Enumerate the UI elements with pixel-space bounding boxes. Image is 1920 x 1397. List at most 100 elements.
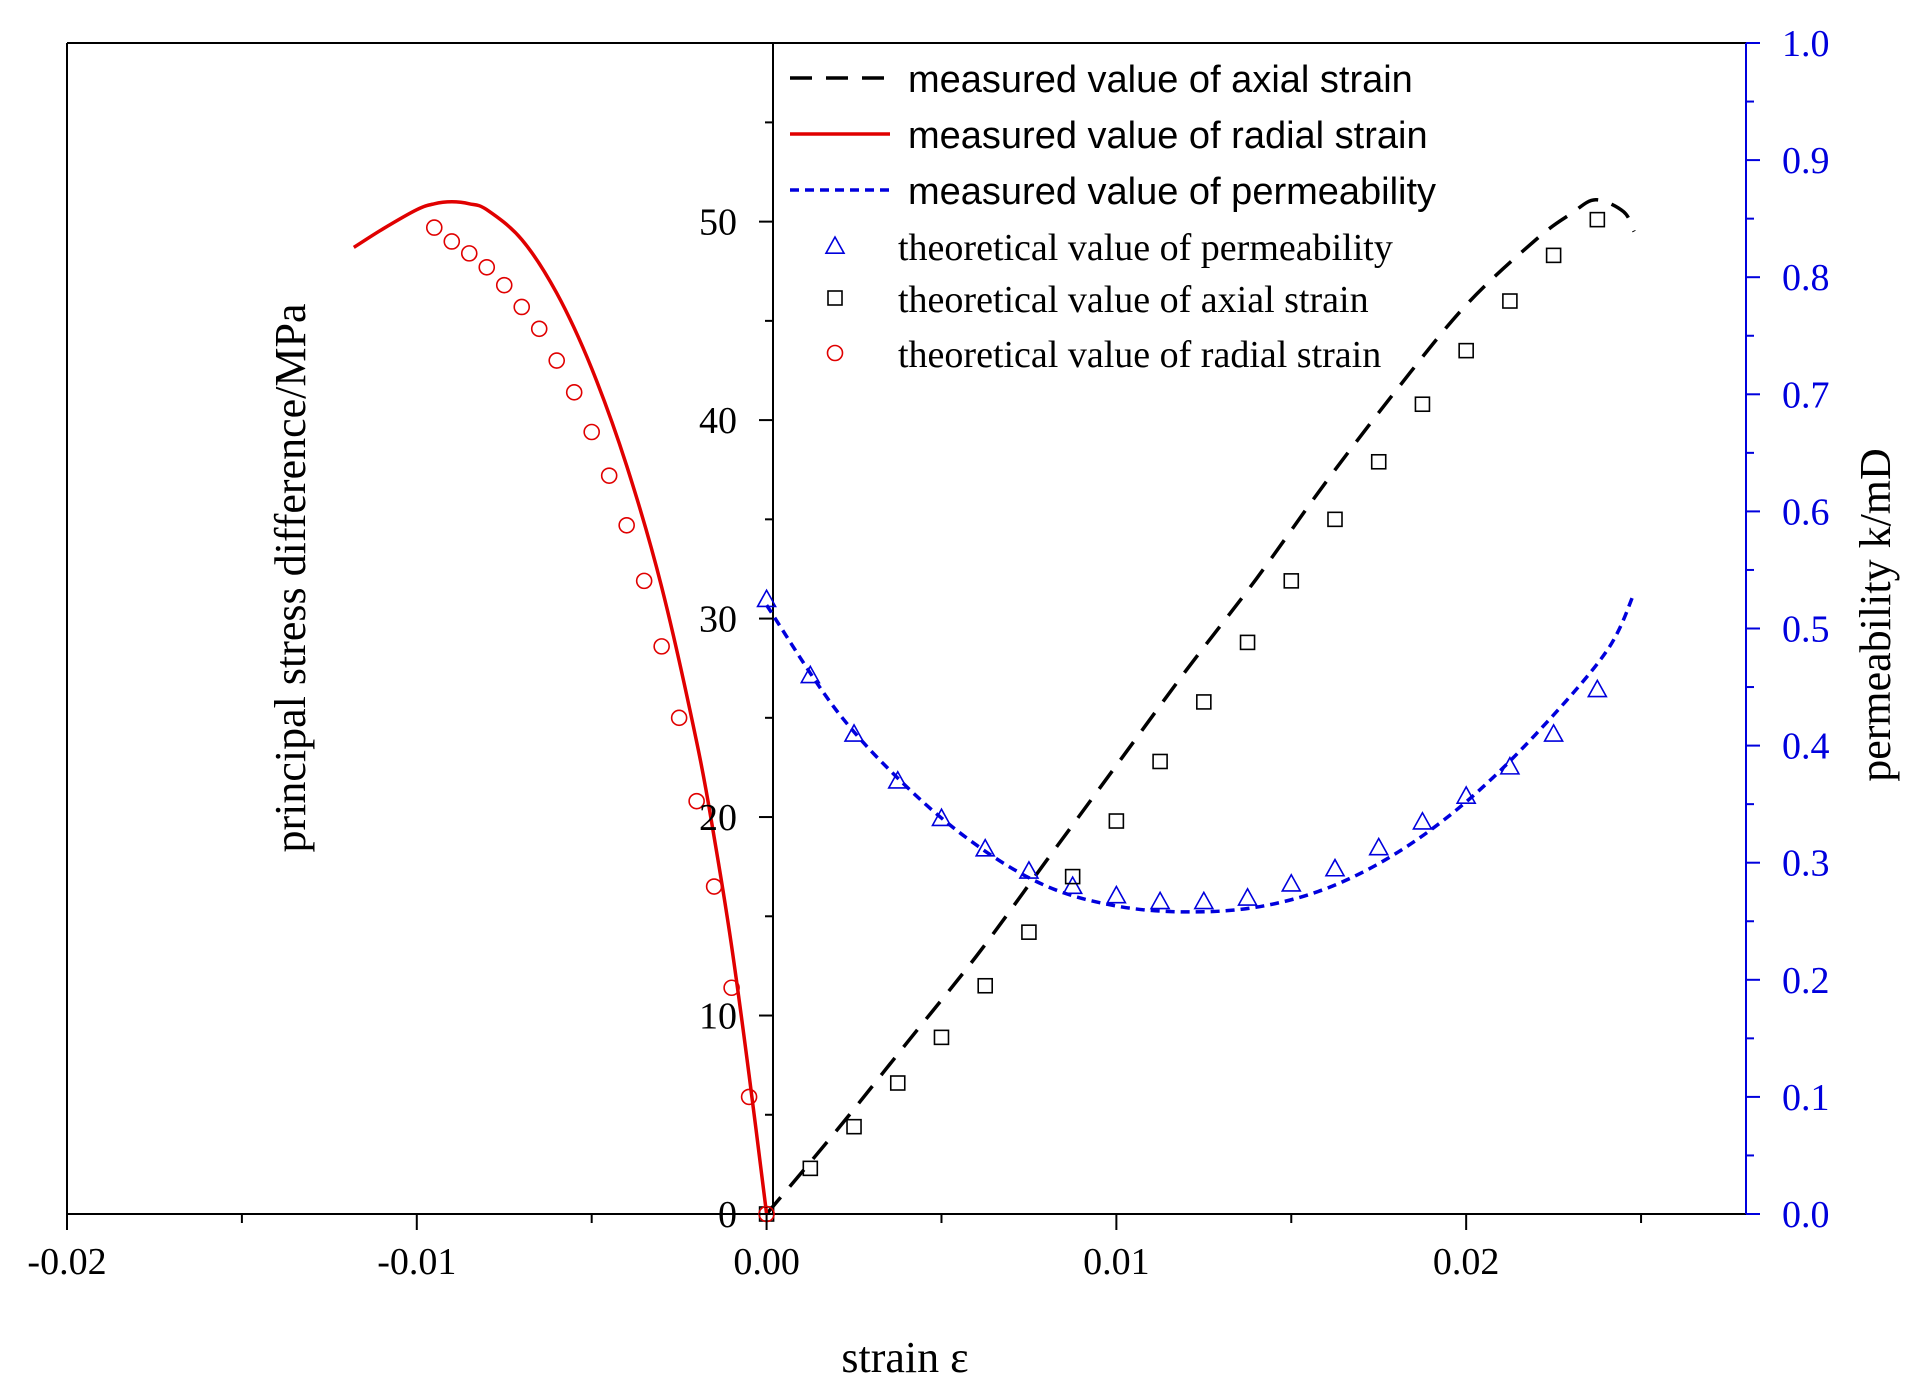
- legend-item-radial_theory: theoretical value of radial strain: [826, 334, 1381, 376]
- point-perm_theory: [1586, 678, 1608, 698]
- point-perm_theory: [1237, 887, 1258, 906]
- point-radial_theory: [723, 979, 740, 997]
- y-left-tick-label: 20: [699, 797, 737, 839]
- point-perm_theory: [1106, 884, 1127, 904]
- point-perm_theory: [1368, 836, 1390, 856]
- legend-swatch-axial_theory: [827, 290, 843, 306]
- y-right-tick-label: 0.1: [1782, 1077, 1830, 1119]
- legend-item-perm_measured: measured value of permeability: [790, 171, 1436, 213]
- y-axis-left-title: principal stress difference/MPa: [266, 303, 315, 852]
- y-left-tick-label: 30: [699, 599, 737, 641]
- y-left-tick-label: 10: [699, 996, 737, 1038]
- y-left-tick-label: 40: [699, 400, 737, 442]
- legend-label: theoretical value of permeability: [898, 227, 1393, 269]
- y-axis-right-title: permeability k/mD: [1851, 448, 1900, 782]
- point-perm_theory: [1324, 857, 1346, 877]
- point-axial_theory: [1283, 573, 1300, 589]
- point-perm_theory: [843, 723, 865, 742]
- point-perm_theory: [756, 588, 777, 608]
- x-tick-label: 0.02: [1433, 1241, 1500, 1283]
- ticks-layer: -0.02 -0.01 0.00 0.01 0.02 0 10 20 30 40 50 0.0 0.1 0…: [27, 23, 1829, 1283]
- point-axial_theory: [1108, 813, 1125, 829]
- y-right-tick-label: 0.8: [1782, 257, 1830, 299]
- point-perm_theory: [1499, 756, 1521, 775]
- legend-label: theoretical value of axial strain: [898, 279, 1369, 321]
- point-axial_theory: [1064, 868, 1081, 885]
- point-perm_theory: [931, 807, 952, 827]
- x-axis-title: strain ε: [841, 1333, 968, 1382]
- series-perm_theory: [756, 588, 1608, 910]
- point-axial_theory: [889, 1075, 906, 1091]
- point-axial_theory: [1196, 694, 1212, 710]
- point-radial_theory: [705, 878, 723, 895]
- x-tick-label: 0.01: [1083, 1241, 1150, 1283]
- y-right-tick-label: 0.3: [1782, 843, 1830, 885]
- y-right-tick-label: 0.5: [1782, 609, 1830, 651]
- series-perm_measured: [765, 592, 1636, 914]
- point-axial_theory: [1021, 924, 1037, 940]
- legend-label: measured value of axial strain: [908, 59, 1413, 101]
- point-axial_theory: [1152, 753, 1168, 770]
- point-radial_theory: [618, 516, 635, 534]
- point-perm_theory: [1149, 890, 1171, 910]
- point-radial_theory: [635, 572, 653, 590]
- point-perm_theory: [887, 770, 909, 789]
- point-axial_theory: [1545, 247, 1562, 264]
- y-right-tick-label: 0.7: [1782, 374, 1830, 416]
- legend-layer: measured value of axial strain measured v…: [790, 59, 1436, 376]
- point-axial_theory: [1414, 396, 1431, 413]
- point-axial_theory: [1327, 511, 1343, 528]
- legend-label: measured value of permeability: [908, 171, 1436, 213]
- y-right-tick-label: 0.4: [1782, 726, 1830, 768]
- y-right-tick-label: 0.6: [1782, 491, 1830, 533]
- point-radial_theory: [583, 423, 600, 441]
- point-axial_theory: [1239, 634, 1256, 651]
- legend-item-perm_theory: theoretical value of permeability: [824, 227, 1393, 269]
- point-perm_theory: [1193, 890, 1215, 910]
- legend-swatch-radial_theory: [826, 344, 844, 362]
- plot-frame-layer: [66, 42, 1747, 1215]
- series-radial_measured: [352, 200, 769, 1215]
- point-perm_theory: [974, 838, 996, 857]
- point-radial_theory: [425, 219, 443, 236]
- point-axial_theory: [1589, 211, 1606, 228]
- point-perm_theory: [1018, 860, 1040, 879]
- point-radial_theory: [530, 320, 548, 338]
- point-radial_theory: [478, 258, 496, 276]
- legend-swatch-perm_theory: [824, 235, 846, 254]
- point-perm_theory: [1455, 785, 1477, 804]
- series-axial_measured: [765, 198, 1636, 1216]
- point-axial_theory: [977, 977, 994, 994]
- y-right-tick-label: 0.2: [1782, 960, 1830, 1002]
- point-axial_theory: [1502, 293, 1518, 309]
- point-radial_theory: [670, 709, 688, 727]
- point-radial_theory: [495, 276, 513, 294]
- point-axial_theory: [846, 1118, 862, 1135]
- legend-item-radial_measured: measured value of radial strain: [790, 115, 1428, 157]
- point-perm_theory: [1412, 811, 1433, 830]
- point-radial_theory: [443, 233, 461, 250]
- point-axial_theory: [802, 1160, 819, 1177]
- series-layer: [352, 198, 1636, 1223]
- point-perm_theory: [1062, 875, 1084, 895]
- y-right-tick-label: 0.9: [1782, 140, 1830, 182]
- x-tick-label: -0.01: [377, 1241, 456, 1283]
- x-tick-label: -0.02: [27, 1241, 106, 1283]
- series-axial_theory: [758, 211, 1606, 1222]
- y-right-tick-label: 1.0: [1782, 23, 1830, 65]
- point-perm_theory: [1280, 873, 1302, 892]
- point-axial_theory: [933, 1029, 950, 1046]
- point-axial_theory: [1458, 342, 1474, 359]
- legend-item-axial_measured: measured value of axial strain: [790, 59, 1413, 101]
- series-radial_theory: [425, 219, 775, 1223]
- point-radial_theory: [600, 467, 618, 484]
- point-radial_theory: [548, 352, 566, 369]
- y-left-tick-label: 0: [718, 1194, 737, 1236]
- point-radial_theory: [513, 298, 531, 316]
- point-radial_theory: [740, 1088, 758, 1106]
- point-radial_theory: [653, 638, 670, 655]
- point-perm_theory: [799, 664, 821, 684]
- legend-label: measured value of radial strain: [908, 115, 1428, 157]
